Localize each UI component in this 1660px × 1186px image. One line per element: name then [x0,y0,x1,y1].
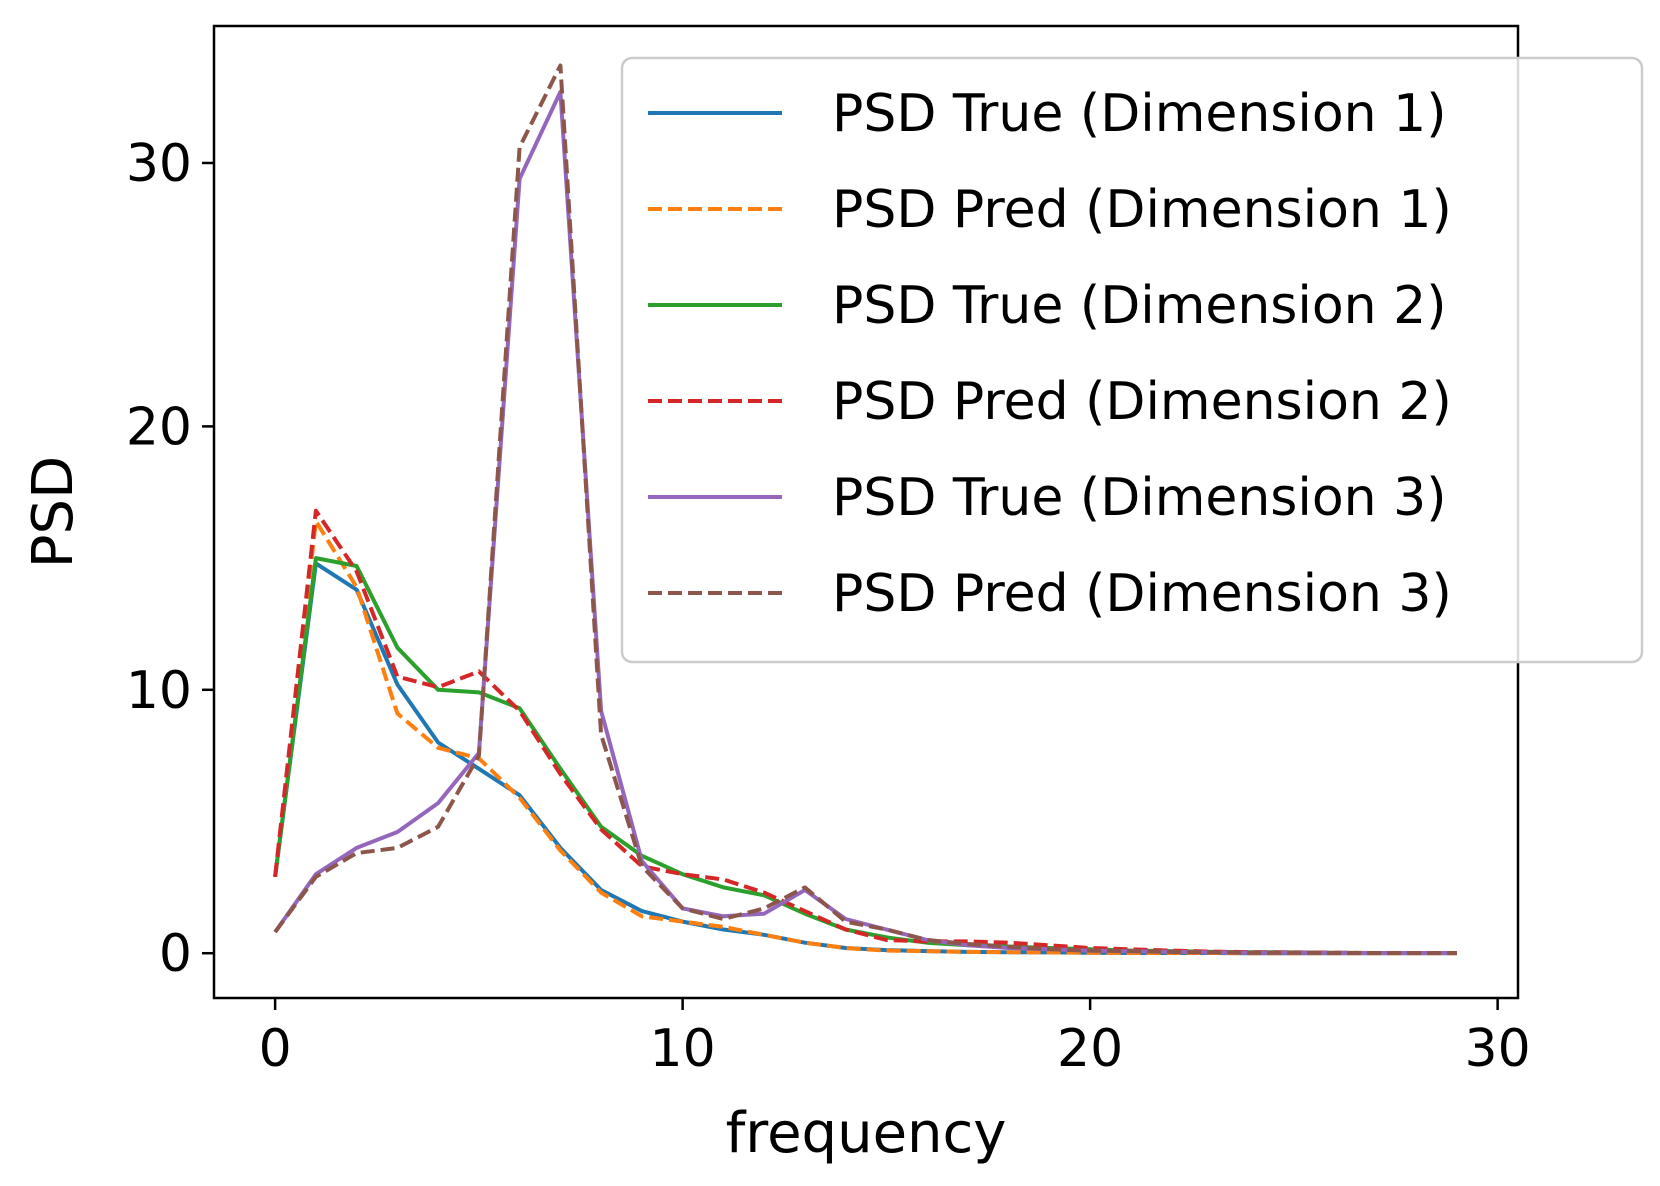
legend-box [620,56,1644,664]
legend-label: PSD True (Dimension 2) [832,276,1447,336]
legend-label: PSD True (Dimension 1) [832,84,1447,144]
legend-label: PSD Pred (Dimension 3) [832,564,1452,624]
legend-label: PSD True (Dimension 3) [832,468,1447,528]
y-axis-label: PSD [21,456,86,568]
y-tick-label: 30 [126,134,192,194]
legend: PSD True (Dimension 1) PSD Pred (Dimensio… [620,56,1644,664]
axis-ticks: 0 10 20 30 0 10 20 30 [126,134,1531,1079]
legend-label: PSD Pred (Dimension 1) [832,180,1452,240]
x-tick-label: 30 [1465,1019,1531,1079]
y-tick-label: 10 [126,661,192,721]
legend-label: PSD Pred (Dimension 2) [832,372,1452,432]
x-axis-label: frequency [726,1101,1007,1166]
x-tick-label: 10 [650,1019,716,1079]
y-tick-label: 20 [126,397,192,457]
x-tick-label: 20 [1057,1019,1123,1079]
series-lines [273,63,1457,956]
y-tick-label: 0 [159,924,192,984]
x-tick-label: 0 [259,1019,292,1079]
series-line-6 [273,63,1457,955]
